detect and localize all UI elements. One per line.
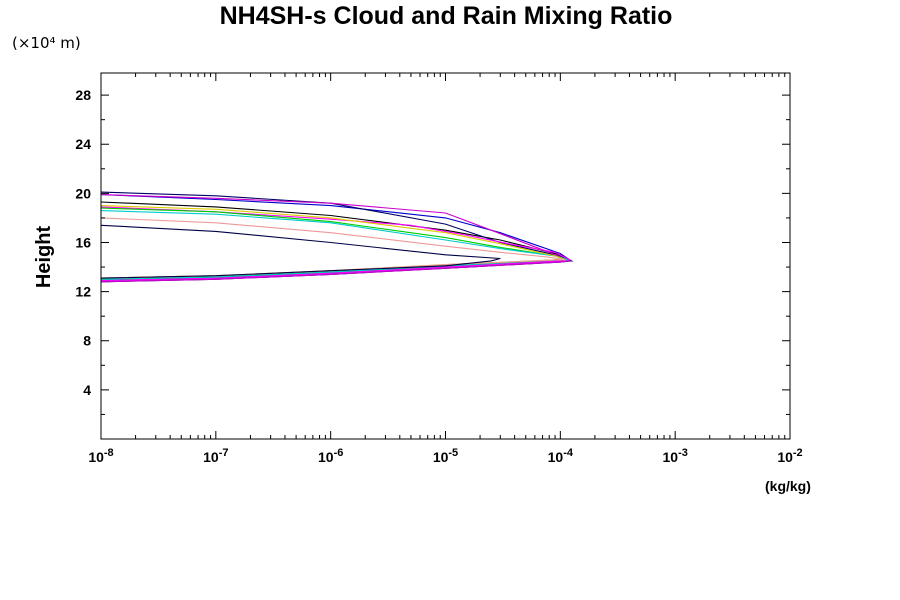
x-tick-label: 10-2 xyxy=(777,447,802,465)
series-line-10 xyxy=(100,224,501,279)
y-axis-unit: (×10⁴ m) xyxy=(12,34,81,52)
y-tick-label: 24 xyxy=(75,136,91,152)
y-axis-label: Height xyxy=(33,226,55,289)
y-tick-label: 28 xyxy=(75,87,91,103)
x-tick-label: 10-8 xyxy=(88,447,113,465)
x-tick-label: 10-5 xyxy=(433,447,458,465)
plot-frame xyxy=(100,72,791,440)
series-line-4 xyxy=(100,194,572,283)
series-line-1 xyxy=(100,201,570,280)
y-tick-label: 12 xyxy=(75,284,91,300)
x-tick-label: 10-4 xyxy=(548,447,574,465)
series-line-5 xyxy=(100,206,572,282)
x-tick-label: 10-6 xyxy=(318,447,343,465)
y-tick-label: 4 xyxy=(83,382,91,398)
series-layer xyxy=(100,191,574,283)
y-tick-label: 16 xyxy=(75,234,91,250)
x-tick-label: 10-3 xyxy=(662,447,687,465)
y-tick-label: 8 xyxy=(83,333,91,349)
series-line-8 xyxy=(100,205,566,279)
chart-title: NH4SH-s Cloud and Rain Mixing Ratio xyxy=(220,2,673,30)
x-tick-labels: 10-8 10-7 10-6 10-5 10-4 10-3 10-2 xyxy=(88,447,802,465)
ticks-layer xyxy=(100,73,790,439)
x-tick-label: 10-7 xyxy=(203,447,228,465)
y-tick-label: 20 xyxy=(75,185,91,201)
x-axis-unit: (kg/kg) xyxy=(765,478,811,494)
y-tick-labels: 4 8 12 16 20 24 28 xyxy=(75,87,91,398)
